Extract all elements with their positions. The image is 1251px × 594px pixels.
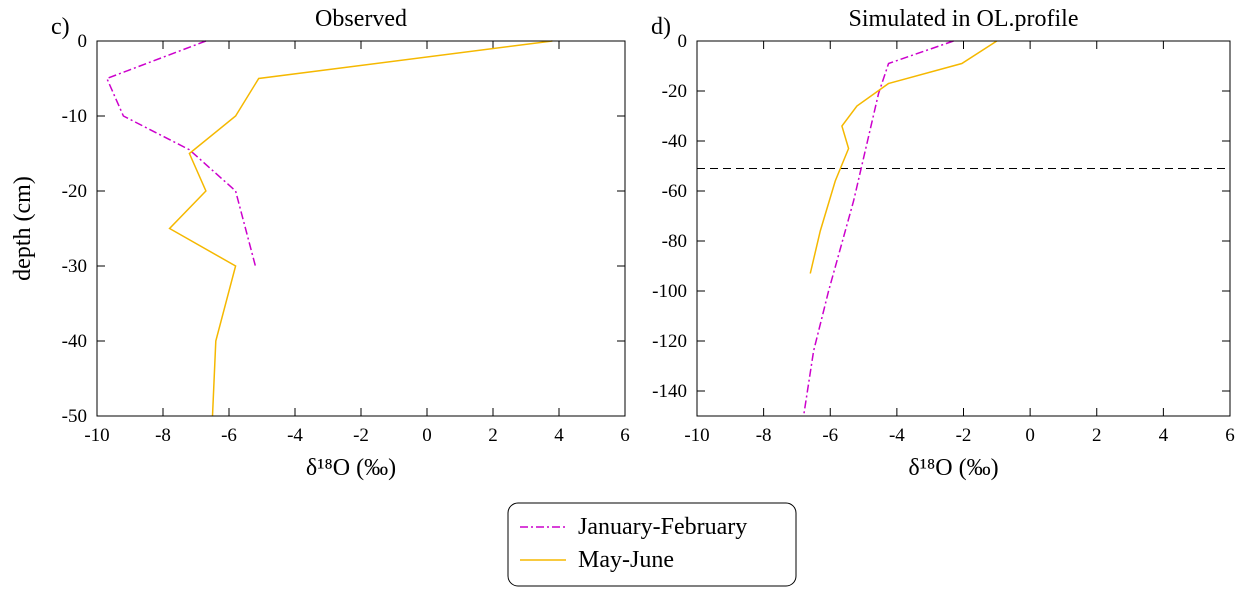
x-axis-label: δ¹⁸O (‰) xyxy=(306,455,396,481)
y-tick-label: -50 xyxy=(62,406,87,427)
plot-frame xyxy=(96,40,626,417)
x-tick-label: -2 xyxy=(956,425,972,446)
y-tick-label: -140 xyxy=(652,381,687,402)
x-tick-label: -8 xyxy=(155,425,171,446)
y-tick-label: -100 xyxy=(652,281,687,302)
x-tick-label: 4 xyxy=(554,425,564,446)
data-line xyxy=(168,40,553,417)
y-tick-label: 0 xyxy=(678,31,688,52)
x-tick-label: -8 xyxy=(756,425,772,446)
x-tick-label: -2 xyxy=(353,425,369,446)
y-tick-label: -30 xyxy=(62,256,87,277)
data-line xyxy=(105,40,257,267)
y-axis-label: depth (cm) xyxy=(10,176,36,281)
y-tick-label: -20 xyxy=(662,81,687,102)
y-tick-label: -40 xyxy=(662,131,687,152)
x-tick-label: -4 xyxy=(889,425,905,446)
y-tick-label: -60 xyxy=(662,181,687,202)
x-tick-label: 6 xyxy=(620,425,630,446)
y-tick-label: -20 xyxy=(62,181,87,202)
legend-label: May-June xyxy=(578,547,674,573)
panel-label: c) xyxy=(51,14,70,40)
y-tick-label: -40 xyxy=(62,331,87,352)
data-line xyxy=(809,40,998,274)
data-line xyxy=(802,40,954,417)
y-tick-label: -80 xyxy=(662,231,687,252)
legend-box xyxy=(507,502,797,587)
panel-title: Observed xyxy=(315,6,407,32)
x-tick-label: 2 xyxy=(488,425,498,446)
x-axis-label: δ¹⁸O (‰) xyxy=(908,455,998,481)
x-tick-label: -6 xyxy=(822,425,838,446)
y-tick-label: -120 xyxy=(652,331,687,352)
panel-label: d) xyxy=(651,14,671,40)
x-tick-label: -10 xyxy=(684,425,709,446)
x-tick-label: 4 xyxy=(1159,425,1169,446)
y-tick-label: 0 xyxy=(78,31,88,52)
y-tick-label: -10 xyxy=(62,106,87,127)
x-tick-label: 0 xyxy=(422,425,432,446)
x-tick-label: -10 xyxy=(84,425,109,446)
plot-frame xyxy=(696,40,1231,417)
x-tick-label: -4 xyxy=(287,425,303,446)
x-tick-label: 6 xyxy=(1225,425,1235,446)
panel-title: Simulated in OL.profile xyxy=(849,6,1079,32)
legend-label: January-February xyxy=(578,514,747,540)
x-tick-label: -6 xyxy=(221,425,237,446)
x-tick-label: 0 xyxy=(1025,425,1035,446)
x-tick-label: 2 xyxy=(1092,425,1102,446)
